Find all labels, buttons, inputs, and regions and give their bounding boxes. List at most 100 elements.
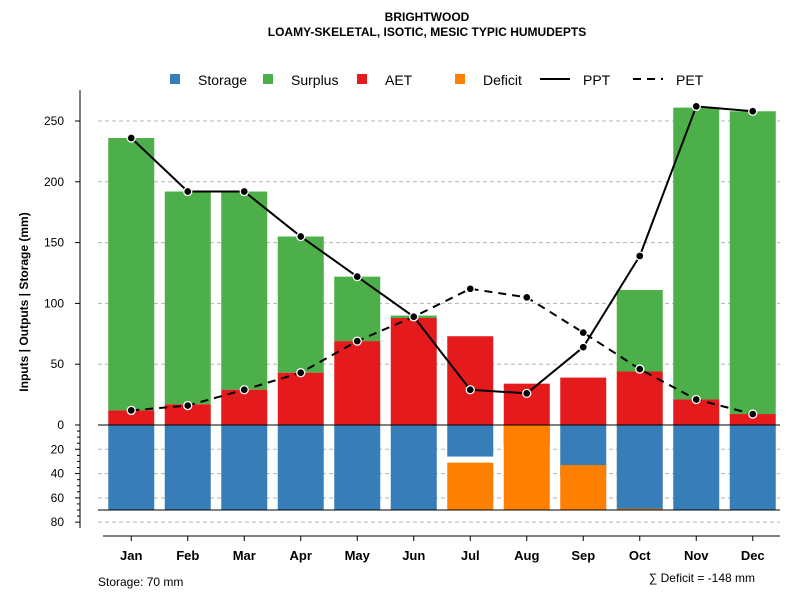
x-tick-label: Sep — [571, 548, 595, 563]
ppt-point — [183, 186, 193, 197]
legend-label-surplus: Surplus — [291, 72, 338, 88]
y-tick-label: 250 — [44, 114, 64, 128]
bar-surplus — [729, 111, 776, 415]
legend-label-aet: AET — [385, 72, 413, 88]
bar-deficit — [503, 425, 550, 510]
bar-aet — [729, 414, 776, 425]
x-tick-label: Jul — [461, 548, 480, 563]
axes: 250 200 150 100 50 0 20 40 60 80 Jan Feb Mar Apr May Ju… — [44, 90, 780, 563]
pet-point — [409, 312, 419, 322]
bar-aet — [277, 372, 324, 425]
x-tick-label: Feb — [176, 548, 199, 563]
chart-title: BRIGHTWOOD — [385, 10, 470, 24]
x-tick-label: Jan — [120, 548, 142, 563]
chart-subtitle: LOAMY-SKELETAL, ISOTIC, MESIC TYPIC HUMU… — [268, 25, 586, 39]
bar-aet — [447, 336, 494, 425]
bar-surplus — [616, 290, 663, 372]
pet-point — [691, 394, 701, 405]
pet-point — [296, 368, 306, 378]
bar-storage — [164, 425, 211, 510]
legend-swatch-deficit — [455, 74, 465, 84]
pet-line — [131, 287, 754, 416]
bar-aet — [560, 377, 607, 425]
bar-aet — [221, 389, 268, 425]
bar-aet — [334, 341, 381, 425]
pet-point — [352, 336, 362, 346]
bar-aet — [390, 317, 437, 425]
bar-surplus — [108, 138, 155, 411]
bar-storage — [729, 425, 776, 510]
bar-surplus — [221, 191, 268, 390]
x-tick-label: Nov — [684, 548, 709, 563]
ppt-point — [522, 388, 532, 399]
bar-deficit — [616, 508, 663, 510]
x-tick-label: Mar — [233, 548, 256, 563]
bar-aet — [164, 404, 211, 425]
deficit-note: ∑ Deficit = -148 mm — [649, 571, 755, 585]
y-tick-label: 60 — [51, 491, 65, 505]
y-tick-label: 40 — [51, 467, 65, 481]
ppt-point — [352, 271, 362, 282]
bar-surplus — [277, 236, 324, 373]
ppt-point — [465, 385, 475, 395]
pet-point — [239, 385, 249, 395]
bar-storage — [673, 425, 720, 510]
legend-label-storage: Storage — [198, 72, 247, 88]
pet-point — [522, 292, 532, 302]
bar-storage — [221, 425, 268, 510]
legend-swatch-aet — [357, 74, 367, 84]
ppt-point — [635, 251, 645, 261]
ppt-point — [239, 186, 249, 197]
y-tick-label: 150 — [44, 236, 64, 250]
y-tick-label: 200 — [44, 175, 64, 189]
ppt-point — [578, 342, 588, 352]
x-tick-label: Aug — [514, 548, 539, 563]
y-axis-label: Inputs | Outputs | Storage (mm) — [17, 212, 31, 391]
series-lines — [126, 101, 758, 419]
legend-swatch-surplus — [263, 74, 273, 84]
pet-point — [748, 409, 758, 419]
x-tick-label: Oct — [629, 548, 651, 563]
bar-storage — [390, 425, 437, 510]
bar-storage — [334, 425, 381, 510]
pet-point — [465, 284, 475, 294]
x-tick-label: Dec — [741, 548, 765, 563]
pet-point — [126, 405, 136, 416]
legend-label-deficit: Deficit — [483, 72, 522, 88]
bar-aet — [108, 410, 155, 425]
bar-storage — [616, 425, 663, 510]
y-tick-label: 20 — [51, 442, 65, 456]
pet-point — [183, 400, 193, 411]
ppt-point — [126, 133, 136, 143]
ppt-point — [748, 106, 758, 116]
storage-note: Storage: 70 mm — [98, 575, 183, 589]
legend-label-ppt: PPT — [583, 72, 611, 88]
bar-surplus — [164, 191, 211, 405]
legend-swatch-storage — [170, 74, 180, 84]
y-tick-label: 80 — [51, 515, 65, 529]
ppt-point — [691, 101, 701, 112]
bar-surplus — [334, 276, 381, 342]
x-tick-label: May — [345, 548, 371, 563]
pet-point — [578, 327, 588, 338]
x-tick-label: Jun — [402, 548, 425, 563]
ppt-point — [296, 231, 306, 242]
grid-lines — [98, 120, 780, 523]
bar-storage — [108, 425, 155, 510]
legend-label-pet: PET — [676, 72, 704, 88]
legend: Storage Surplus AET Deficit PPT PET — [170, 72, 704, 88]
pet-point — [635, 364, 645, 374]
x-tick-label: Apr — [290, 548, 312, 563]
bar-storage — [447, 425, 494, 457]
y-tick-label: 0 — [57, 418, 64, 432]
y-tick-label: 100 — [44, 296, 64, 310]
bar-deficit — [560, 465, 607, 510]
y-tick-label: 50 — [51, 357, 65, 371]
bar-storage — [277, 425, 324, 510]
bar-surplus — [673, 107, 720, 400]
bar-aet — [616, 371, 663, 425]
ppt-line — [130, 105, 753, 395]
bars — [108, 107, 776, 510]
bar-deficit — [447, 462, 494, 510]
